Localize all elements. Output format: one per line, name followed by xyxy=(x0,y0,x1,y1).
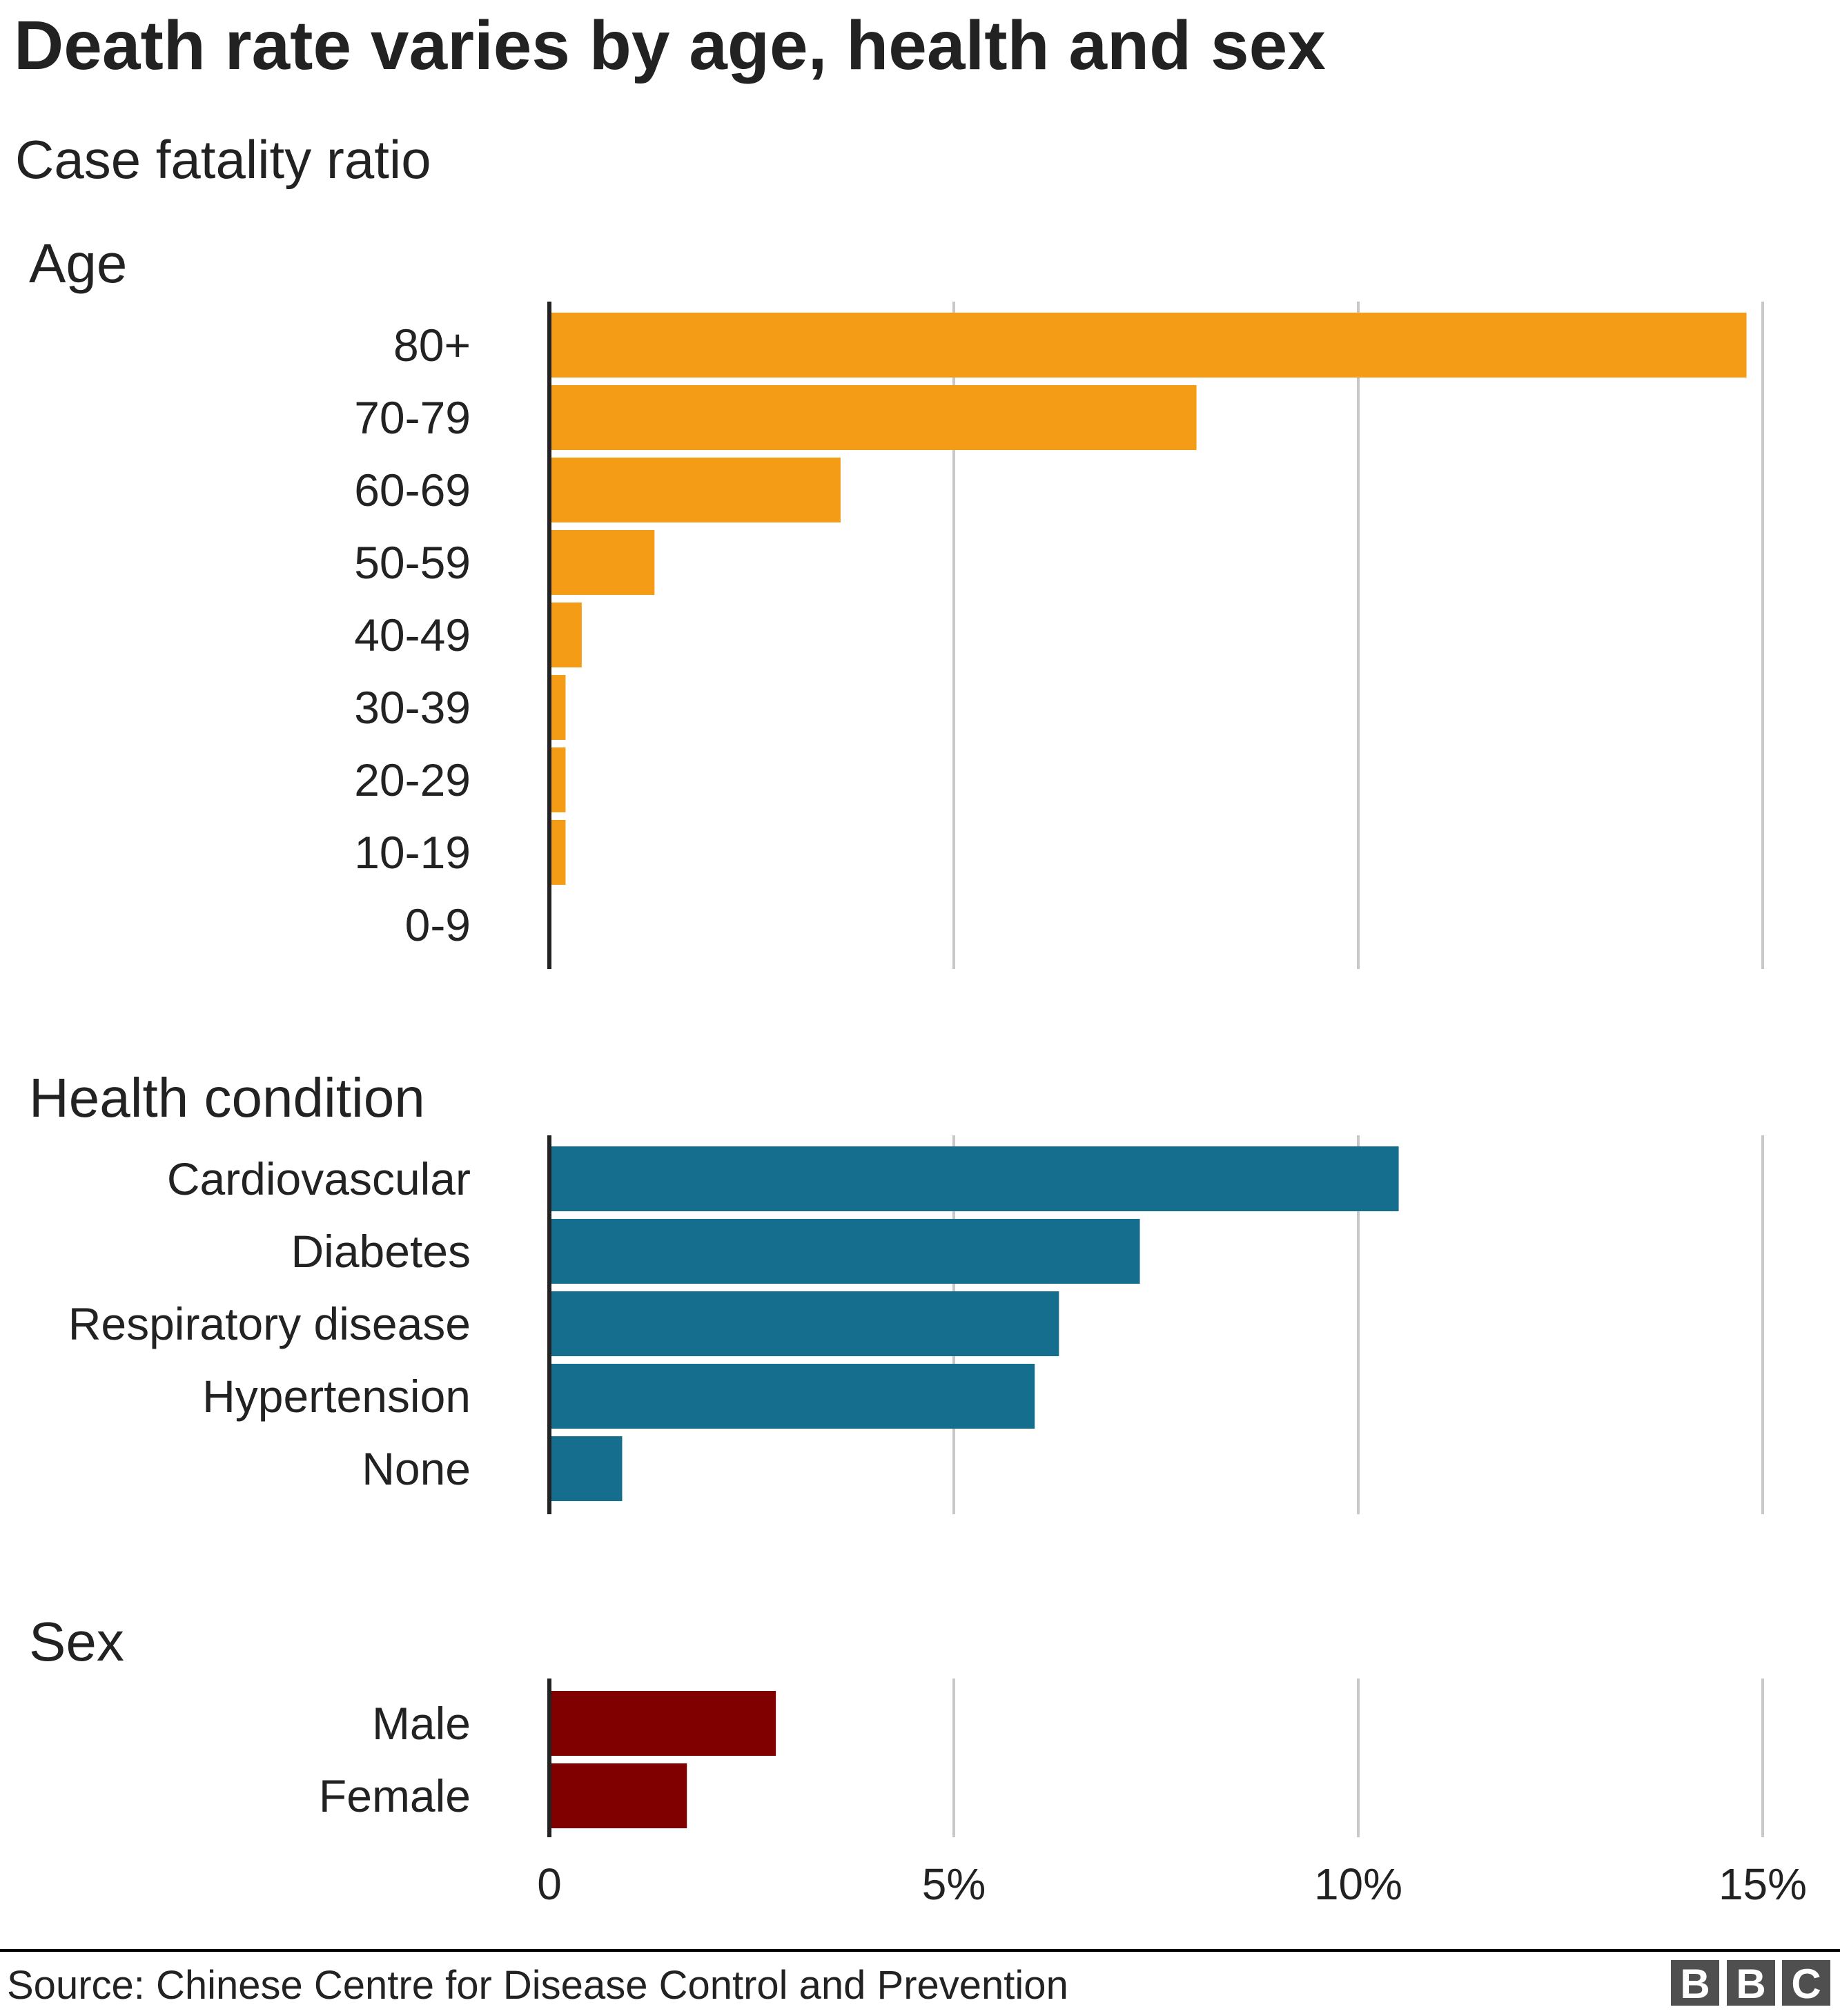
panel-age: Age 80+ 70-79 60-69 50-59 40-49 30-39 20-29 10-1… xyxy=(29,233,1764,969)
bar xyxy=(549,1691,776,1756)
category-label: Female xyxy=(319,1770,471,1821)
x-tick-label: 15% xyxy=(1719,1859,1807,1909)
svg-text:B: B xyxy=(1736,1961,1765,2007)
group-heading: Health condition xyxy=(29,1067,425,1128)
category-label: 80+ xyxy=(393,320,471,371)
category-label: None xyxy=(362,1443,471,1494)
chart-subtitle: Case fatality ratio xyxy=(15,129,431,190)
category-label: 0-9 xyxy=(405,899,471,950)
bar xyxy=(549,1364,1035,1429)
x-tick-label: 5% xyxy=(922,1859,986,1909)
bar xyxy=(549,530,655,595)
category-label: 50-59 xyxy=(354,537,471,588)
bar xyxy=(549,313,1747,378)
group-heading: Sex xyxy=(29,1611,124,1672)
x-tick-label: 10% xyxy=(1314,1859,1402,1909)
svg-text:C: C xyxy=(1791,1961,1821,2007)
category-label: 20-29 xyxy=(354,754,471,805)
category-label: 60-69 xyxy=(354,464,471,516)
category-label: Diabetes xyxy=(291,1226,471,1277)
bar xyxy=(549,1291,1059,1356)
svg-text:B: B xyxy=(1680,1961,1710,2007)
category-label: 10-19 xyxy=(354,827,471,878)
category-label: Hypertension xyxy=(202,1371,471,1422)
x-tick-label: 0 xyxy=(537,1859,562,1909)
chart-title: Death rate varies by age, health and sex xyxy=(14,7,1326,84)
bar xyxy=(549,1436,623,1501)
bar xyxy=(549,603,582,667)
bar xyxy=(549,385,1197,450)
category-label: Respiratory disease xyxy=(68,1298,471,1349)
bar xyxy=(549,747,566,812)
bar xyxy=(549,820,566,885)
bar xyxy=(549,1219,1140,1284)
panel-health-condition: Health condition Cardiovascular Diabetes Re… xyxy=(29,1067,1764,1514)
bar xyxy=(549,1146,1399,1211)
category-label: 40-49 xyxy=(354,609,471,660)
bar xyxy=(549,1763,687,1828)
bar xyxy=(549,675,566,740)
category-label: Cardiovascular xyxy=(167,1153,471,1204)
group-heading: Age xyxy=(29,233,127,294)
bar xyxy=(549,458,841,522)
category-label: Male xyxy=(372,1698,471,1749)
category-label: 70-79 xyxy=(354,392,471,443)
category-label: 30-39 xyxy=(354,682,471,733)
bbc-logo: B B C xyxy=(1671,1960,1830,2007)
source-note: Source: Chinese Centre for Disease Contr… xyxy=(7,1963,1068,2008)
panel-sex: Sex Male Female xyxy=(29,1611,1764,1837)
